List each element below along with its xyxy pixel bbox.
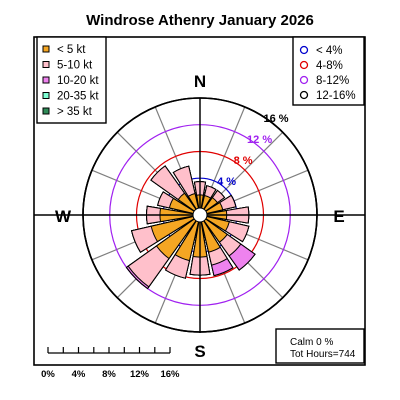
ring-label-12: 12 % [247,134,272,146]
speed-legend-swatch [42,61,50,68]
plot-frame [33,36,366,366]
hours-text: Tot Hours=744 [290,349,356,360]
ring-legend-label: 12-16% [316,90,356,102]
ring-label-4: 4 % [217,176,236,188]
speed-legend: < 5 kt 5-10 kt 10-20 kt 20-35 kt > 35 kt [36,36,107,124]
speed-legend-swatch [42,107,50,115]
ring-legend-label: 4-8% [316,60,343,72]
scale-bar: 0% 4% 8% 12% 16% [41,347,180,380]
wedge-class0-dir14 [177,192,201,216]
ring-legend-marker [299,45,309,55]
ring-legend-marker [299,75,309,85]
scale-tick-label: 8% [102,369,116,380]
speed-legend-label: < 5 kt [57,44,86,56]
wedge-class0-dir10 [155,214,201,260]
wedge-class0-dir13 [168,197,201,216]
ring-legend-label: 8-12% [316,75,349,87]
speed-legend-label: > 35 kt [57,106,93,118]
ring-legend-label: < 4% [316,45,343,57]
scale-tick-label: 4% [72,369,86,380]
speed-legend-swatch [42,45,50,53]
ring-legend-marker [299,90,309,100]
ring-label-16: 16 % [263,113,288,125]
ring-legend: < 4% 4-8% 8-12% 12-16% [292,36,365,106]
chart-title: Windrose Athenry January 2026 [86,12,314,29]
speed-legend-label: 10-20 kt [57,75,99,87]
compass-north: N [194,72,206,91]
scale-tick-label: 0% [41,369,55,380]
wedge-class0-dir9 [174,214,201,262]
speed-legend-label: 20-35 kt [57,91,99,103]
compass-west: W [55,207,72,226]
scale-tick-label: 12% [130,369,150,380]
calm-box-frame [275,328,365,364]
rose-layer: 4 % 8 % 12 % 16 % [34,97,365,333]
wedge-class0-dir5 [199,214,230,232]
calm-box: Calm 0 % Tot Hours=744 [275,328,365,364]
wedge-class0-dir11 [150,214,201,243]
wedge-class0-dir6 [199,214,228,243]
wedge-class0-dir7 [199,214,221,253]
scale-tick-label: 16% [160,369,180,380]
outer-ring [82,97,318,333]
ring-legend-marker [299,60,309,70]
compass-south: S [194,342,205,361]
ring-label-8: 8 % [234,155,253,167]
speed-legend-label: 5-10 kt [57,60,93,72]
center-hub [192,207,208,223]
speed-legend-swatch [42,92,50,99]
speed-legend-swatch [42,76,50,84]
ring-legend-box [292,36,365,106]
calm-text: Calm 0 % [290,337,333,348]
compass-east: E [333,207,344,226]
